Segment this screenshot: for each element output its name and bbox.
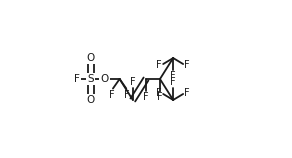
Text: F: F — [124, 90, 130, 100]
Text: F: F — [157, 60, 162, 70]
Text: F: F — [184, 60, 190, 70]
Text: F: F — [143, 92, 149, 102]
Text: F: F — [130, 77, 135, 87]
Text: O: O — [87, 53, 95, 63]
Text: F: F — [157, 92, 163, 102]
Text: O: O — [87, 95, 95, 105]
Text: F: F — [157, 88, 162, 98]
Text: F: F — [74, 74, 80, 84]
Text: F: F — [170, 71, 176, 81]
Text: O: O — [101, 74, 109, 84]
Text: F: F — [170, 77, 176, 87]
Text: F: F — [110, 90, 115, 100]
Text: S: S — [88, 74, 94, 84]
Text: F: F — [184, 88, 190, 98]
